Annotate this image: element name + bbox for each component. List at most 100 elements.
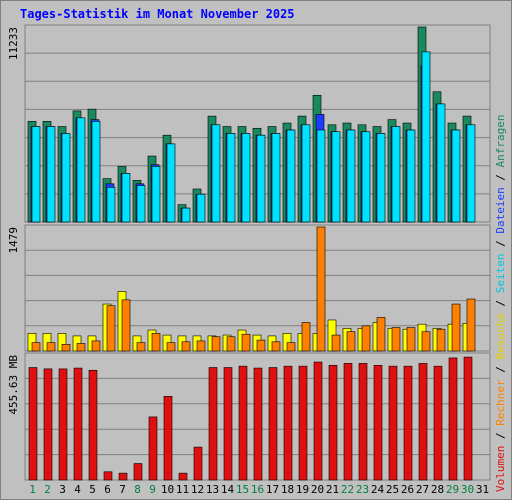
bar-seiten-day-27: [421, 51, 431, 223]
bar-seiten-day-26: [406, 129, 416, 223]
bar-rechner-day-22: [346, 331, 356, 352]
legend-entry: /: [494, 167, 507, 187]
bar-seiten-day-20: [316, 129, 326, 223]
x-tick-label-15: 15: [236, 483, 249, 496]
x-tick-label-7: 7: [119, 483, 126, 496]
bar-volumen-day-2: [43, 368, 53, 481]
bar-volumen-day-8: [133, 463, 143, 481]
bar-volumen-day-24: [373, 365, 383, 481]
y-max-label-bottom: 455.63 MB: [7, 355, 20, 415]
bar-volumen-day-19: [298, 365, 308, 481]
x-tick-label-9: 9: [149, 483, 156, 496]
bar-rechner-day-7: [121, 299, 131, 352]
bar-seiten-day-18: [286, 129, 296, 223]
x-tick-label-19: 19: [296, 483, 309, 496]
right-legend: Volumen / Rechner / Besuche / Seiten / D…: [494, 114, 507, 492]
bar-volumen-day-26: [403, 365, 413, 481]
x-tick-label-22: 22: [341, 483, 354, 496]
x-tick-label-14: 14: [221, 483, 235, 496]
bar-volumen-day-23: [358, 363, 368, 481]
bar-rechner-day-10: [166, 342, 176, 352]
bar-rechner-day-17: [271, 341, 281, 352]
bar-seiten-day-28: [436, 103, 446, 223]
bar-rechner-day-29: [451, 303, 461, 352]
bar-rechner-day-15: [241, 333, 251, 352]
bar-seiten-day-23: [361, 131, 371, 223]
x-tick-label-1: 1: [29, 483, 36, 496]
y-max-label-middle: 1479: [7, 227, 20, 254]
bar-seiten-day-1: [31, 126, 41, 223]
x-tick-label-31: 31: [476, 483, 489, 496]
bar-volumen-day-17: [268, 367, 278, 481]
legend-entry: Seiten: [494, 254, 507, 294]
bar-volumen-day-21: [328, 365, 338, 481]
bar-seiten-day-21: [331, 131, 341, 223]
x-tick-label-23: 23: [356, 483, 369, 496]
bar-seiten-day-24: [376, 133, 386, 223]
x-tick-label-4: 4: [74, 483, 81, 496]
x-tick-label-2: 2: [44, 483, 51, 496]
bar-rechner-day-19: [301, 322, 311, 352]
bar-seiten-day-7: [121, 173, 131, 223]
bar-seiten-day-11: [181, 207, 191, 223]
bar-volumen-day-4: [73, 367, 83, 481]
bar-volumen-day-16: [253, 367, 263, 481]
bar-rechner-day-25: [391, 327, 401, 352]
bar-volumen-day-15: [238, 365, 248, 481]
bar-rechner-day-27: [421, 331, 431, 352]
y-max-label-top: 11233: [7, 27, 20, 60]
legend-entry: /: [494, 234, 507, 254]
bar-seiten-day-13: [211, 124, 221, 223]
bar-rechner-day-1: [31, 342, 41, 352]
bar-rechner-day-26: [406, 327, 416, 352]
bar-seiten-day-30: [466, 124, 476, 223]
x-tick-label-21: 21: [326, 483, 339, 496]
bar-rechner-day-6: [106, 305, 116, 352]
bar-seiten-day-14: [226, 133, 236, 223]
x-tick-label-10: 10: [161, 483, 174, 496]
bar-rechner-day-4: [76, 343, 86, 352]
bar-volumen-day-20: [313, 361, 323, 481]
bar-rechner-day-3: [61, 343, 71, 352]
bar-volumen-day-5: [88, 369, 98, 481]
x-tick-label-3: 3: [59, 483, 66, 496]
x-tick-label-6: 6: [104, 483, 111, 496]
bar-volumen-day-29: [448, 357, 458, 481]
x-tick-label-29: 29: [446, 483, 459, 496]
x-tick-label-28: 28: [431, 483, 444, 496]
bar-seiten-day-3: [61, 133, 71, 223]
x-tick-label-16: 16: [251, 483, 264, 496]
bar-volumen-day-22: [343, 363, 353, 481]
bar-rechner-day-13: [211, 336, 221, 352]
bar-seiten-day-15: [241, 133, 251, 223]
legend-entry: Volumen: [494, 446, 507, 492]
bar-rechner-day-14: [226, 336, 236, 352]
bar-seiten-day-25: [391, 126, 401, 223]
legend-entry: Dateien: [494, 187, 507, 233]
bar-seiten-day-8: [136, 185, 146, 223]
bar-seiten-day-29: [451, 129, 461, 223]
bar-volumen-day-18: [283, 365, 293, 481]
x-tick-label-5: 5: [89, 483, 96, 496]
bar-volumen-day-13: [208, 367, 218, 481]
bar-volumen-day-3: [58, 368, 68, 481]
bar-volumen-day-1: [28, 367, 38, 481]
bar-seiten-day-5: [91, 121, 101, 223]
bar-volumen-day-14: [223, 367, 233, 481]
bar-rechner-day-23: [361, 325, 371, 352]
bar-volumen-day-9: [148, 416, 158, 481]
legend-entry: Rechner: [494, 379, 507, 426]
bar-seiten-day-10: [166, 143, 176, 223]
bar-volumen-day-28: [433, 365, 443, 481]
bar-rechner-day-11: [181, 341, 191, 352]
x-tick-label-13: 13: [206, 483, 219, 496]
bar-volumen-day-10: [163, 396, 173, 481]
x-tick-label-18: 18: [281, 483, 294, 496]
legend-entry: /: [494, 293, 507, 313]
bar-seiten-day-9: [151, 166, 161, 223]
bar-seiten-day-6: [106, 186, 116, 223]
bar-seiten-day-4: [76, 117, 86, 223]
x-tick-label-20: 20: [311, 483, 324, 496]
bar-volumen-day-11: [178, 472, 188, 481]
